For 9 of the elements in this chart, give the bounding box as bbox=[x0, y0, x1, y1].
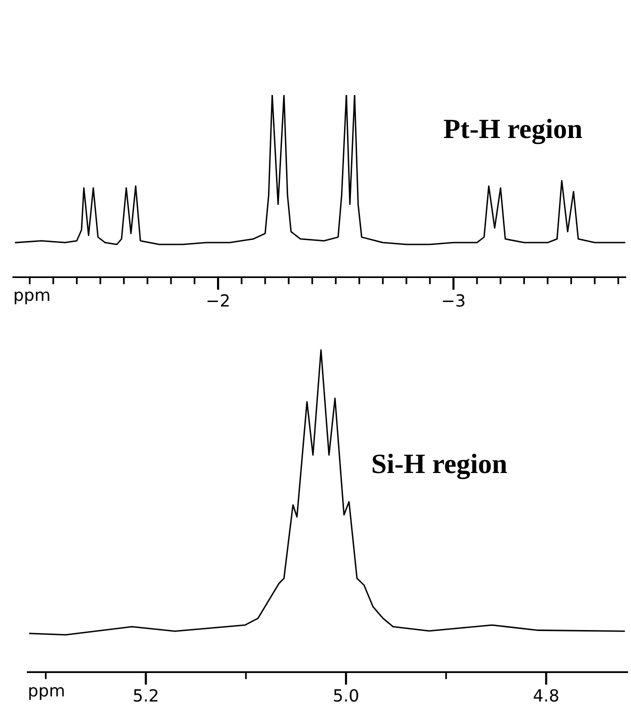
x-tick-label: 5.0 bbox=[334, 689, 358, 702]
x-tick-label: −2 bbox=[208, 294, 229, 307]
x-tick-label: −3 bbox=[442, 294, 464, 307]
annotation: Pt-H region bbox=[444, 118, 582, 144]
x-tick-label: 5.2 bbox=[134, 689, 158, 702]
annotation: Si-H region bbox=[372, 454, 507, 480]
x-tick-label: 4.8 bbox=[534, 689, 558, 702]
x-axis-title: ppm bbox=[29, 687, 64, 700]
x-axis-title: ppm bbox=[14, 291, 50, 304]
